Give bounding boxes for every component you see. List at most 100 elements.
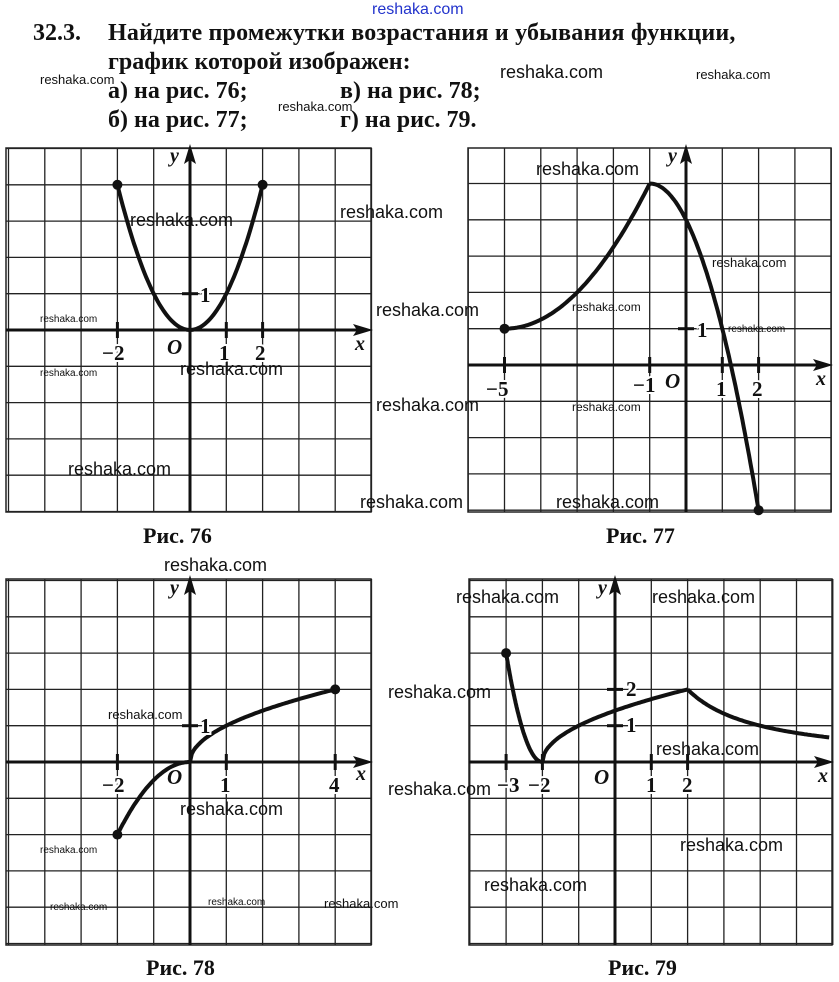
watermark: reshaka.com (484, 875, 588, 895)
watermark: reshaka.com (652, 587, 756, 607)
function-curve (649, 181, 761, 511)
watermark: reshaka.com (656, 739, 760, 759)
watermark: reshaka.com (130, 210, 234, 230)
function-curve (540, 687, 689, 763)
tick-label: 1 (716, 377, 727, 401)
tick-label: −3 (497, 773, 519, 797)
watermark: reshaka.com (164, 555, 268, 575)
watermark: reshaka.com (208, 897, 266, 908)
tick-label: 1 (626, 713, 637, 737)
watermark: reshaka.com (180, 799, 284, 819)
watermark: reshaka.com (712, 255, 787, 270)
watermark: reshaka.com (556, 492, 660, 512)
watermark: reshaka.com (40, 368, 98, 379)
caption-79: Рис. 79 (608, 955, 677, 980)
watermark: reshaka.com (40, 845, 98, 856)
function-curve (686, 687, 830, 740)
item-b: б) на рис. 77; (108, 107, 248, 133)
x-axis-arrow-icon (353, 324, 373, 336)
y-axis-arrow-icon (184, 575, 196, 595)
tick-label: 1 (200, 714, 211, 738)
tick-label: −5 (486, 377, 508, 401)
origin-label: O (167, 335, 182, 359)
tick-label: 1 (219, 341, 230, 365)
endpoint-dot (112, 179, 123, 190)
watermark: reshaka.com (68, 459, 172, 479)
item-v: в) на рис. 78; (340, 78, 481, 104)
tick-label: 1 (200, 283, 211, 307)
watermark: reshaka.com (180, 359, 284, 379)
watermark: reshaka.com (500, 62, 604, 82)
y-axis-arrow-icon (680, 144, 692, 164)
x-axis-arrow-icon (814, 756, 834, 768)
tick-label: 2 (626, 677, 637, 701)
watermark: reshaka.com (456, 587, 560, 607)
caption-78: Рис. 78 (146, 955, 215, 980)
tick-label: 1 (646, 773, 657, 797)
tick-label: −1 (633, 373, 655, 397)
function-curve (115, 184, 265, 332)
watermark: reshaka.com (388, 779, 492, 799)
x-axis-label: x (817, 765, 828, 787)
endpoint-dot (330, 684, 341, 695)
tick-label: 1 (697, 318, 708, 342)
watermark-top: reshaka.com (372, 1, 464, 18)
watermark: reshaka.com (40, 314, 98, 325)
tick-label: 1 (220, 773, 231, 797)
x-axis-arrow-icon (813, 359, 833, 371)
origin-label: O (665, 369, 680, 393)
endpoint-dot (499, 323, 510, 334)
x-axis-label: x (354, 333, 365, 355)
tick-label: −2 (528, 773, 550, 797)
watermark: reshaka.com (324, 896, 399, 911)
y-axis-label: y (666, 145, 677, 167)
item-a: а) на рис. 76; (108, 78, 248, 104)
watermark: reshaka.com (278, 99, 353, 114)
endpoint-dot (257, 179, 268, 190)
caption-77: Рис. 77 (606, 523, 675, 548)
figure-77: y x O −5 −1 1 2 1 (467, 143, 833, 516)
watermark: reshaka.com (108, 707, 183, 722)
watermark: reshaka.com (572, 400, 641, 414)
y-axis-label: y (168, 145, 179, 167)
x-axis-label: x (815, 368, 826, 390)
tick-label: 2 (255, 341, 266, 365)
watermark: reshaka.com (572, 300, 641, 314)
figure-76: y x O −2 1 2 1 (5, 143, 373, 513)
tick-label: 2 (752, 377, 763, 401)
watermark: reshaka.com (680, 835, 784, 855)
y-axis-label: y (168, 577, 179, 599)
watermark: reshaka.com (536, 159, 640, 179)
function-curve (504, 182, 652, 331)
figure-78: y x O −2 1 4 1 (5, 575, 373, 946)
watermark: reshaka.com (376, 395, 480, 415)
watermark: reshaka.com (340, 202, 444, 222)
watermark: reshaka.com (50, 902, 108, 913)
tick-label: 4 (329, 773, 340, 797)
problem-number: 32.3. (33, 20, 81, 46)
figure-79: y x O −3 −2 1 2 1 2 (468, 575, 834, 946)
problem-text-line1: Найдите промежутки возрастания и убывани… (108, 20, 736, 46)
y-axis-arrow-icon (184, 144, 196, 164)
function-curve (188, 687, 336, 763)
watermark: reshaka.com (360, 492, 464, 512)
watermark: reshaka.com (388, 682, 492, 702)
y-axis-arrow-icon (609, 575, 621, 595)
watermark: reshaka.com (728, 324, 786, 335)
watermark: reshaka.com (696, 67, 771, 82)
origin-label: O (167, 765, 182, 789)
caption-76: Рис. 76 (143, 523, 212, 548)
function-curve (504, 652, 544, 764)
y-axis-label: y (596, 577, 607, 599)
watermark: reshaka.com (40, 72, 115, 87)
problem-text-line2: график которой изображен: (108, 49, 411, 75)
tick-label: 2 (682, 773, 693, 797)
x-axis-label: x (355, 763, 366, 785)
grid-frame (467, 147, 832, 513)
origin-label: O (594, 765, 609, 789)
endpoint-dot (112, 829, 123, 840)
item-g: г) на рис. 79. (340, 107, 477, 133)
x-axis-arrow-icon (353, 756, 373, 768)
